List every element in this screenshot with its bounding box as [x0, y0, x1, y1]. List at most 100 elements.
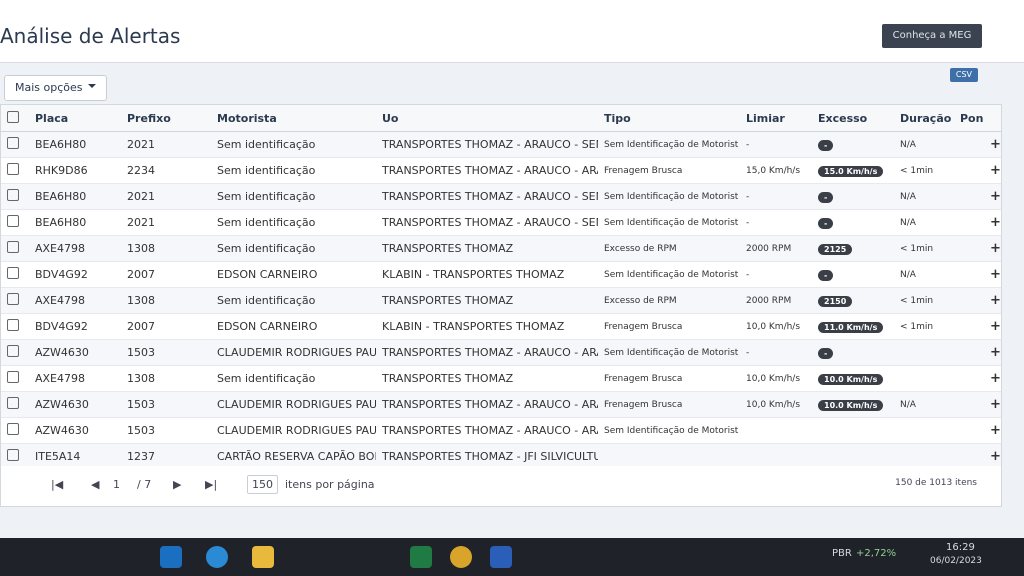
add-action[interactable]	[984, 397, 1000, 412]
add-action[interactable]	[984, 267, 1000, 282]
table-row: BEA6H80 2021 Sem identificação TRANSPORTES …	[1, 210, 1001, 236]
add-action[interactable]	[984, 241, 1000, 256]
column-header[interactable]: Uo	[382, 111, 399, 125]
checkbox-cell	[1, 449, 29, 464]
checkbox[interactable]	[7, 319, 19, 331]
cell: 1308	[127, 294, 155, 307]
cell: AZW4630	[35, 346, 89, 359]
checkbox[interactable]	[7, 397, 19, 409]
chrome-icon[interactable]	[450, 546, 472, 568]
add-action[interactable]	[984, 137, 1000, 152]
stock-ticker: PBR	[832, 548, 852, 559]
explorer-icon[interactable]	[252, 546, 274, 568]
excess-cell: -	[812, 268, 894, 281]
checkbox-cell	[1, 267, 29, 282]
checkbox[interactable]	[7, 241, 19, 253]
column-header[interactable]: Duração	[900, 111, 952, 125]
cell: Sem Identificação de Motorist	[604, 191, 739, 202]
first-page[interactable]: |◀	[51, 478, 64, 491]
cell: 2007	[127, 268, 155, 281]
cell: 10,0 Km/h/s	[746, 399, 801, 410]
add-action[interactable]	[984, 215, 1000, 230]
last-page[interactable]: ▶|	[205, 478, 218, 491]
checkbox-cell	[1, 345, 29, 360]
cell: AZW4630	[35, 424, 89, 437]
cell: CLAUDEMIR RODRIGUES PAULIN	[217, 398, 376, 411]
excel-icon[interactable]	[410, 546, 432, 568]
column-header[interactable]: Placa	[35, 111, 69, 125]
checkbox[interactable]	[7, 215, 19, 227]
checkbox[interactable]	[7, 371, 19, 383]
cell: RHK9D86	[35, 164, 88, 177]
table-row: AXE4798 1308 Sem identificação TRANSPORTES …	[1, 288, 1001, 314]
csv-button[interactable]: CSV	[949, 68, 978, 82]
checkbox-cell	[1, 319, 29, 334]
cell: N/A	[900, 269, 916, 280]
checkbox-cell	[1, 293, 29, 308]
add-action[interactable]	[984, 189, 1000, 204]
stock-change: +2,72%	[856, 548, 897, 559]
checkbox[interactable]	[7, 189, 19, 201]
outlook-icon[interactable]	[160, 546, 182, 568]
options-button[interactable]: Mais opções	[4, 75, 107, 101]
cell: AXE4798	[35, 294, 86, 307]
cell: Sem identificação	[217, 372, 316, 385]
excess-cell: -	[812, 190, 894, 203]
cell: TRANSPORTES THOMAZ - ARAUCO - SENGES	[382, 138, 598, 151]
meg-button[interactable]: Conheça a MEG	[882, 24, 982, 48]
checkbox[interactable]	[7, 293, 19, 305]
cell: Excesso de RPM	[604, 295, 677, 306]
column-header[interactable]: Motorista	[217, 111, 277, 125]
page-title: Análise de Alertas	[0, 24, 181, 48]
add-action[interactable]	[984, 423, 1000, 438]
prev-page[interactable]: ◀	[91, 478, 100, 491]
checkbox[interactable]	[7, 449, 19, 461]
taskbar: PBR +2,72% 16:29 06/02/2023	[0, 538, 1024, 576]
add-action[interactable]	[984, 449, 1000, 464]
edge-icon[interactable]	[206, 546, 228, 568]
table-row: BEA6H80 2021 Sem identificação TRANSPORTES …	[1, 132, 1001, 158]
column-header[interactable]: Prefixo	[127, 111, 171, 125]
word-icon[interactable]	[490, 546, 512, 568]
add-action[interactable]	[984, 371, 1000, 386]
cell: Sem Identificação de Motorist	[604, 217, 739, 228]
add-action[interactable]	[984, 293, 1000, 308]
cell: BEA6H80	[35, 216, 87, 229]
add-action[interactable]	[984, 319, 1000, 334]
excess-badge: -	[818, 348, 834, 359]
column-header[interactable]: Excesso	[818, 111, 868, 125]
cell: TRANSPORTES THOMAZ - ARAUCO - SENGES	[382, 216, 598, 229]
checkbox[interactable]	[7, 267, 19, 279]
cell: < 1min	[900, 321, 934, 332]
checkbox[interactable]	[7, 110, 19, 123]
page-size-label: itens por página	[285, 478, 375, 491]
checkbox[interactable]	[7, 163, 19, 175]
table-row: AXE4798 1308 Sem identificação TRANSPORTES …	[1, 366, 1001, 392]
cell: -	[746, 217, 750, 228]
pagination: |◀ ◀ 1 / 7 ▶ ▶| 150 itens por página 150…	[0, 466, 1002, 507]
column-header[interactable]: Tipo	[604, 111, 631, 125]
cell: 2234	[127, 164, 155, 177]
cell: 10,0 Km/h/s	[746, 321, 801, 332]
add-action[interactable]	[984, 345, 1000, 360]
page-size-select[interactable]: 150	[247, 475, 278, 494]
cell: ITE5A14	[35, 450, 81, 463]
cell: KLABIN - TRANSPORTES THOMAZ	[382, 268, 565, 281]
cell: 1503	[127, 398, 155, 411]
column-header[interactable]: Limiar	[746, 111, 785, 125]
checkbox[interactable]	[7, 345, 19, 357]
column-header[interactable]: Pon	[960, 111, 984, 125]
excess-badge: 2150	[818, 296, 853, 307]
excess-cell: -	[812, 138, 894, 151]
checkbox[interactable]	[7, 137, 19, 149]
checkbox[interactable]	[7, 423, 19, 435]
add-action[interactable]	[984, 163, 1000, 178]
excess-cell: 15.0 Km/h/s	[812, 164, 894, 177]
cell: Frenagem Brusca	[604, 399, 683, 410]
cell: N/A	[900, 399, 916, 410]
cell: Frenagem Brusca	[604, 373, 683, 384]
table-row: AXE4798 1308 Sem identificação TRANSPORTES …	[1, 236, 1001, 262]
excess-badge: -	[818, 270, 834, 281]
cell: Sem Identificação de Motorist	[604, 425, 739, 436]
next-page[interactable]: ▶	[173, 478, 182, 491]
